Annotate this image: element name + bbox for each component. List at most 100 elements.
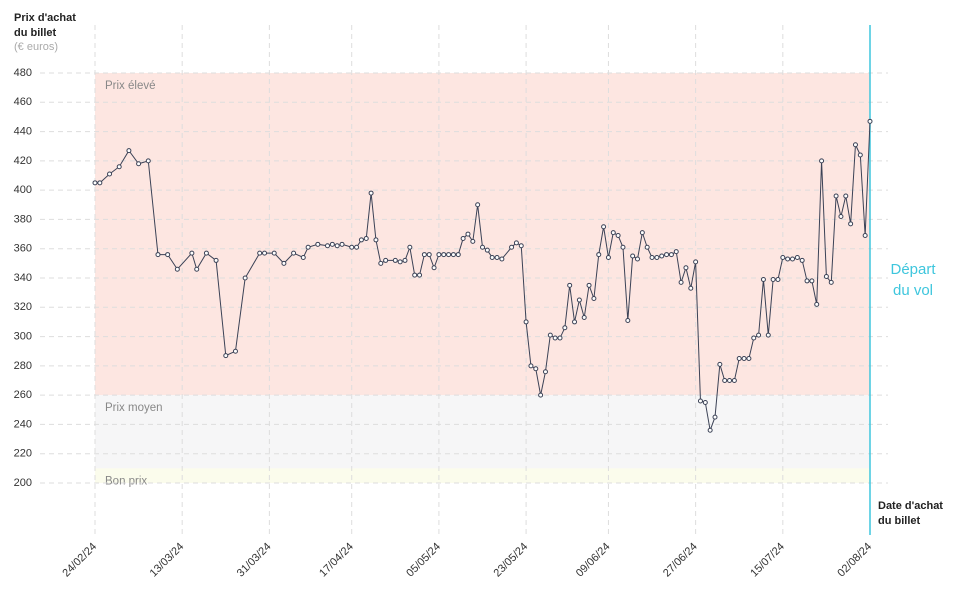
point	[136, 161, 142, 167]
point	[678, 279, 684, 285]
point	[232, 348, 238, 354]
point	[615, 233, 621, 239]
x-tick-label: 27/06/24	[661, 541, 700, 580]
band-label: Bon prix	[105, 475, 147, 487]
x-tick-label: 24/02/24	[60, 541, 99, 580]
point	[814, 301, 820, 307]
point	[605, 255, 611, 260]
point	[189, 250, 195, 256]
point	[775, 276, 781, 282]
point	[513, 240, 519, 246]
point	[155, 252, 161, 258]
point	[436, 252, 442, 258]
point	[586, 282, 592, 288]
point	[644, 244, 650, 250]
y-tick-label: 460	[14, 96, 32, 108]
annotation: Départ	[890, 261, 936, 278]
x-label: du billet	[878, 515, 921, 527]
point	[431, 265, 437, 271]
point	[165, 252, 171, 258]
point	[354, 244, 360, 250]
x-label: Date d'achat	[878, 500, 943, 512]
point	[833, 193, 839, 199]
y-unit: (€ euros)	[14, 41, 58, 53]
point	[697, 398, 703, 404]
point	[630, 253, 636, 259]
point	[107, 171, 113, 177]
point	[867, 118, 873, 124]
y-tick-label: 220	[14, 448, 32, 460]
point	[460, 235, 466, 241]
point	[741, 356, 747, 362]
point	[407, 244, 413, 250]
point	[174, 266, 180, 272]
point	[465, 231, 471, 237]
point	[823, 274, 829, 280]
point	[780, 255, 786, 260]
point	[649, 255, 655, 260]
x-tick-label: 17/04/24	[317, 541, 356, 580]
point	[315, 241, 321, 247]
band-label: Prix moyen	[105, 402, 163, 414]
point	[659, 253, 665, 259]
point	[828, 279, 834, 285]
point	[257, 250, 263, 256]
y-tick-label: 340	[14, 272, 32, 284]
point	[358, 237, 364, 243]
point	[300, 255, 306, 260]
point	[262, 250, 268, 256]
point	[576, 297, 582, 303]
point	[731, 378, 737, 383]
x-tick-label: 05/05/24	[404, 541, 443, 580]
point	[203, 250, 209, 256]
point	[717, 361, 723, 367]
point	[92, 180, 98, 186]
y-tick-label: 400	[14, 184, 32, 196]
point	[843, 193, 849, 199]
point	[305, 244, 311, 250]
point	[673, 249, 679, 255]
point	[794, 255, 800, 260]
point	[567, 282, 573, 288]
point	[790, 256, 795, 262]
point	[494, 255, 500, 260]
point	[736, 356, 742, 362]
point	[450, 252, 456, 258]
point	[378, 260, 384, 266]
point	[591, 296, 597, 301]
point	[484, 247, 490, 253]
y-tick-label: 360	[14, 243, 32, 255]
point	[441, 252, 447, 258]
point	[368, 190, 374, 196]
point	[223, 353, 229, 359]
point	[857, 152, 863, 158]
point	[417, 272, 423, 278]
y-tick-label: 280	[14, 360, 32, 372]
point	[751, 335, 757, 341]
point	[707, 427, 713, 433]
point	[291, 250, 297, 256]
point	[402, 257, 408, 263]
point	[480, 244, 485, 250]
point	[412, 272, 418, 278]
point	[562, 325, 568, 331]
point	[799, 257, 805, 263]
point	[664, 252, 670, 258]
y-tick-label: 440	[14, 125, 32, 137]
x-tick-label: 02/08/24	[835, 541, 874, 580]
y-tick-label: 380	[14, 213, 32, 225]
point	[455, 252, 461, 258]
point	[688, 285, 694, 291]
point	[746, 356, 752, 362]
point	[625, 317, 631, 323]
point	[862, 233, 868, 239]
point	[116, 164, 122, 170]
point	[760, 276, 766, 282]
point	[499, 256, 505, 262]
y-label: Prix d'achat	[14, 12, 76, 24]
point	[97, 180, 103, 186]
band	[95, 468, 870, 483]
point	[213, 257, 219, 263]
point	[533, 366, 539, 372]
point	[557, 335, 563, 341]
